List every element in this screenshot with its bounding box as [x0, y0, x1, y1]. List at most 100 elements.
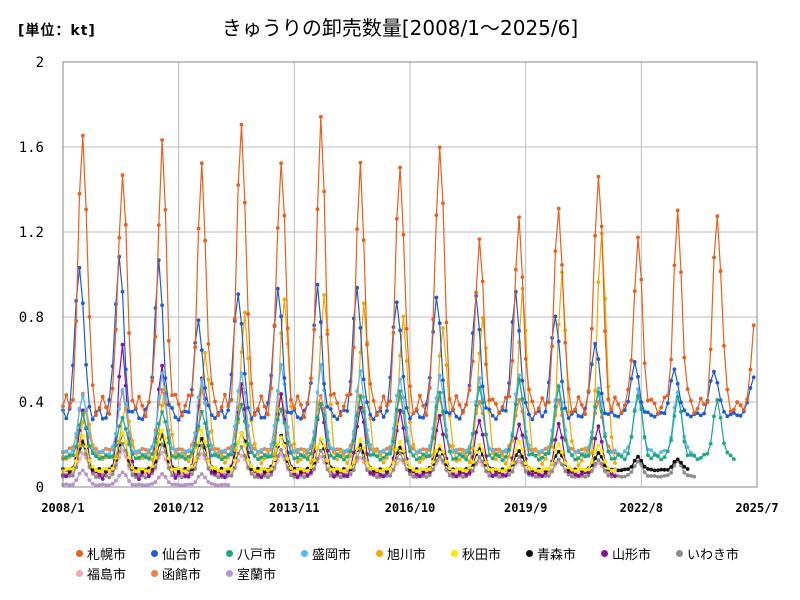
- data-point: [517, 439, 521, 444]
- data-point: [401, 448, 406, 453]
- data-point: [401, 232, 406, 237]
- data-point: [414, 407, 419, 412]
- data-point: [401, 395, 406, 400]
- data-point: [262, 415, 267, 420]
- data-point: [361, 301, 366, 306]
- data-point: [421, 403, 426, 408]
- data-point: [206, 403, 211, 408]
- data-point: [629, 470, 634, 474]
- data-point: [441, 409, 445, 414]
- data-point: [289, 398, 293, 402]
- data-point: [566, 472, 571, 477]
- data-point: [242, 453, 247, 458]
- data-point: [160, 472, 165, 476]
- data-point: [107, 452, 112, 457]
- data-point: [480, 384, 485, 389]
- data-point: [530, 466, 535, 471]
- data-point: [272, 457, 277, 462]
- data-point: [266, 455, 270, 459]
- data-point: [77, 443, 82, 448]
- data-point: [497, 468, 502, 473]
- data-point: [398, 457, 402, 462]
- data-point: [596, 280, 601, 285]
- data-point: [226, 466, 231, 471]
- data-point: [398, 165, 402, 170]
- data-point: [662, 395, 667, 400]
- data-point: [589, 450, 594, 455]
- series-12: [61, 468, 231, 488]
- data-point: [513, 460, 518, 465]
- data-point: [619, 454, 624, 459]
- data-point: [698, 413, 703, 418]
- data-point: [665, 467, 670, 472]
- data-point: [470, 359, 475, 364]
- data-point: [649, 456, 654, 461]
- data-point: [520, 460, 525, 465]
- data-point: [418, 467, 422, 472]
- data-point: [335, 417, 340, 422]
- data-point: [232, 424, 237, 429]
- data-point: [156, 396, 161, 400]
- data-point: [123, 473, 128, 477]
- data-point: [510, 469, 515, 474]
- data-point: [437, 443, 442, 448]
- data-point: [80, 408, 85, 413]
- data-point: [431, 467, 435, 472]
- data-point: [520, 447, 525, 452]
- data-point: [153, 440, 158, 444]
- data-point: [130, 439, 135, 443]
- data-point: [266, 468, 270, 473]
- data-point: [292, 449, 297, 454]
- data-point: [725, 450, 730, 455]
- data-point: [480, 448, 485, 453]
- data-point: [328, 473, 333, 478]
- data-point: [470, 446, 475, 450]
- data-point: [285, 439, 290, 444]
- data-point: [140, 483, 145, 487]
- data-point: [530, 399, 535, 404]
- data-point: [603, 459, 607, 464]
- data-point: [626, 387, 630, 392]
- data-point: [540, 467, 545, 472]
- data-point: [143, 483, 148, 488]
- data-point: [156, 452, 161, 457]
- data-point: [232, 458, 237, 463]
- data-point: [431, 435, 435, 440]
- data-point: [163, 376, 168, 380]
- data-point: [209, 453, 214, 458]
- data-point: [642, 361, 647, 366]
- data-point: [328, 453, 333, 458]
- data-point: [180, 413, 184, 418]
- data-point: [143, 469, 148, 473]
- data-point: [209, 465, 214, 470]
- data-point: [252, 413, 257, 417]
- data-point: [593, 388, 597, 393]
- data-point: [365, 400, 369, 405]
- data-point: [404, 467, 409, 472]
- data-point: [550, 461, 554, 466]
- data-point: [239, 122, 244, 127]
- data-point: [292, 471, 297, 476]
- data-point: [345, 454, 350, 459]
- data-point: [80, 301, 85, 306]
- data-point: [206, 467, 211, 471]
- data-point: [385, 474, 389, 478]
- data-point: [355, 285, 359, 290]
- data-point: [593, 456, 597, 461]
- data-point: [259, 448, 264, 452]
- data-point: [302, 455, 307, 459]
- data-point: [586, 454, 591, 458]
- data-point: [117, 406, 122, 411]
- data-point: [223, 467, 227, 472]
- data-point: [87, 431, 92, 436]
- data-point: [266, 412, 270, 417]
- data-point: [239, 350, 244, 354]
- data-point: [365, 460, 369, 465]
- data-point: [424, 475, 429, 479]
- data-point: [437, 321, 442, 325]
- data-point: [679, 460, 683, 465]
- data-point: [375, 475, 379, 479]
- data-point: [401, 426, 406, 430]
- data-point: [391, 447, 396, 452]
- data-point: [480, 432, 485, 437]
